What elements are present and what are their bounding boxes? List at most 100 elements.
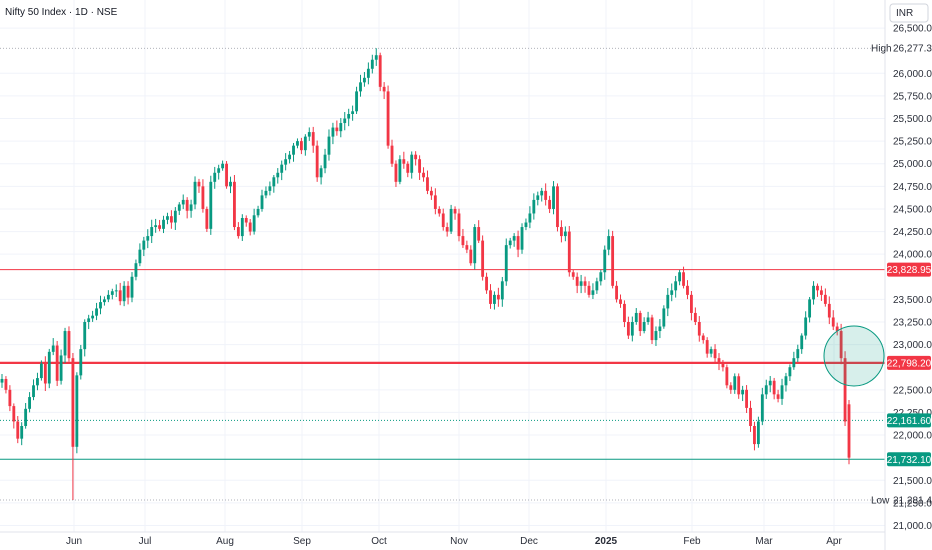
candle-body <box>820 290 823 295</box>
x-tick-label: Nov <box>450 536 468 547</box>
price-level-tag <box>887 452 931 467</box>
candle-body <box>760 394 764 422</box>
candle-body <box>611 236 615 286</box>
x-tick-label: 2025 <box>595 536 618 547</box>
candle-body <box>532 199 536 214</box>
candle-body <box>114 290 118 292</box>
candle-body <box>103 299 106 303</box>
candle-body <box>75 375 79 447</box>
candle-body <box>311 132 315 146</box>
candle-body <box>95 308 98 316</box>
x-tick-label: Dec <box>520 536 538 547</box>
candle-body <box>571 272 575 277</box>
candle-body <box>741 389 745 395</box>
candle-body <box>772 380 776 395</box>
candle-body <box>394 163 398 182</box>
candle-body <box>579 281 583 286</box>
candle-body <box>299 141 303 151</box>
y-tick-label: 24,500.00 <box>893 204 932 215</box>
candle-body <box>189 204 193 211</box>
candle-body <box>51 345 55 352</box>
high-label: High <box>871 44 892 55</box>
candle-body <box>382 86 386 92</box>
candle-body <box>244 218 248 223</box>
candle-body <box>71 358 75 447</box>
candle-body <box>343 118 347 124</box>
y-tick-label: 26,000.00 <box>893 69 932 80</box>
candle-body <box>213 172 217 182</box>
x-tick-label: Mar <box>755 536 773 547</box>
candle-body <box>264 190 268 196</box>
candle-body <box>268 186 272 191</box>
candle-body <box>717 358 721 363</box>
candle-body <box>0 378 4 383</box>
candle-body <box>804 317 808 336</box>
candle-body <box>126 285 130 298</box>
candle-body <box>39 363 43 379</box>
candle-body <box>445 227 449 232</box>
candle-body <box>599 272 603 282</box>
candle-body <box>749 407 752 426</box>
candle-body <box>642 322 646 332</box>
candle-body <box>197 181 201 187</box>
candle-body <box>359 82 362 92</box>
candle-body <box>8 389 12 407</box>
candle-body <box>666 294 670 309</box>
candle-body <box>563 231 567 237</box>
candle-body <box>47 351 51 384</box>
candle-body <box>248 222 252 232</box>
candle-body <box>201 186 205 209</box>
candle-body <box>4 378 8 390</box>
candle-body <box>591 290 595 295</box>
candle-body <box>390 145 394 164</box>
candle-body <box>512 236 516 241</box>
candle-body <box>335 127 339 132</box>
candle-body <box>236 227 240 237</box>
x-tick-label: Apr <box>826 536 842 547</box>
candle-body <box>847 404 851 458</box>
candle-body <box>737 376 741 395</box>
candle-body <box>67 331 71 359</box>
candle-body <box>59 355 63 381</box>
candle-body <box>177 204 181 211</box>
currency-button[interactable]: INR <box>889 3 929 23</box>
candle-body <box>150 227 154 237</box>
candle-body <box>205 208 209 229</box>
candle-body <box>697 322 701 336</box>
y-tick-label: 26,500.00 <box>893 24 932 35</box>
candle-body <box>780 385 784 399</box>
y-tick-label: 25,000.00 <box>893 159 932 170</box>
candle-body <box>686 285 689 295</box>
candle-body <box>422 172 425 178</box>
candle-body <box>339 123 343 132</box>
candle-body <box>634 312 638 322</box>
candle-body <box>209 181 213 229</box>
candle-body <box>481 240 485 277</box>
candle-body <box>166 216 169 220</box>
candle-body <box>567 231 571 273</box>
low-value: 21,281.45 <box>893 496 932 507</box>
candle-body <box>28 397 31 409</box>
high-value: 26,277.35 <box>893 44 932 55</box>
candle-body <box>193 181 197 205</box>
candle-body <box>800 335 804 350</box>
candle-body <box>796 349 800 359</box>
candle-body <box>130 276 134 298</box>
candle-body <box>670 290 674 295</box>
candle-body <box>831 317 835 327</box>
candle-body <box>374 55 378 60</box>
candle-body <box>496 294 500 300</box>
candle-body <box>122 285 126 302</box>
y-tick-label: 25,750.00 <box>893 91 932 102</box>
candle-body <box>654 331 658 341</box>
circle-annotation <box>823 325 885 387</box>
candle-body <box>603 249 607 273</box>
x-tick-label: Sep <box>293 536 311 547</box>
candle-body <box>363 77 366 83</box>
candle-body <box>142 240 146 250</box>
candle-body <box>449 208 453 232</box>
x-tick-label: Jun <box>66 536 82 547</box>
candle-body <box>16 421 20 439</box>
candle-body <box>225 163 228 187</box>
